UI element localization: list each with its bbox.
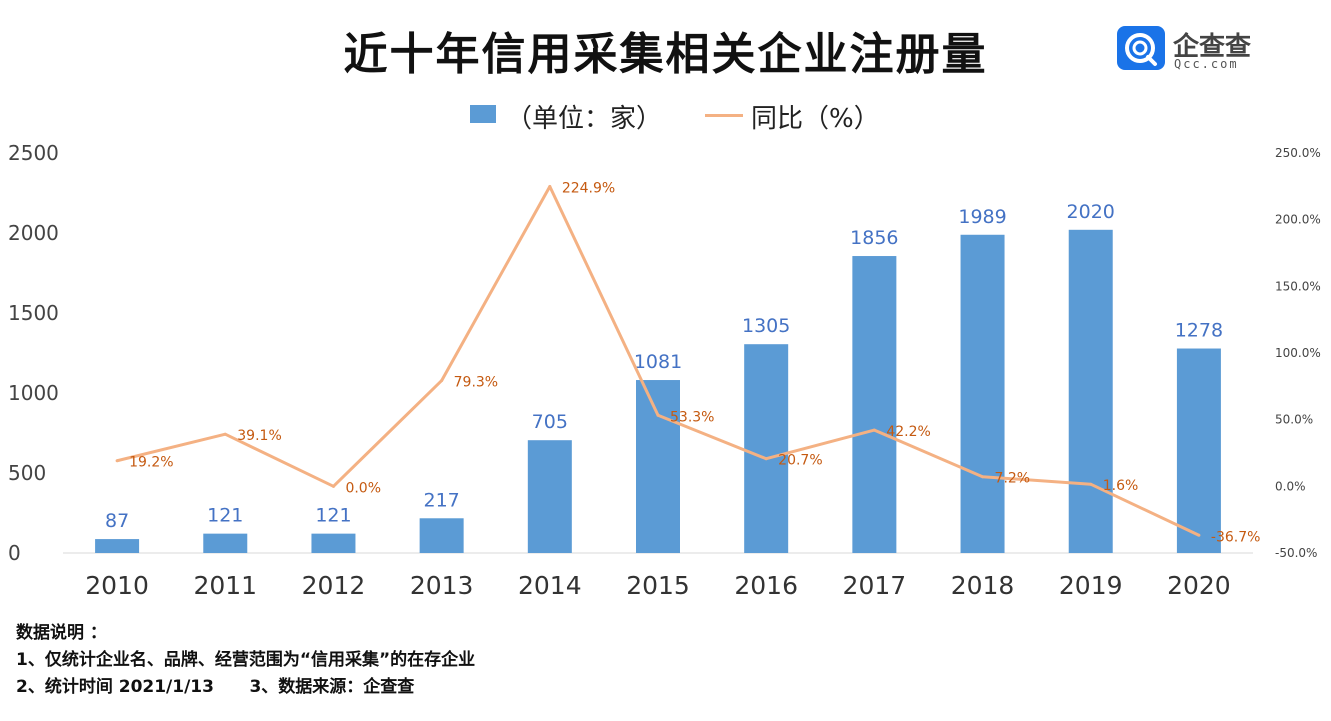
qcc-logo: 企查查 Qcc.com: [1117, 26, 1277, 72]
y-right-tick-label: 250.0%: [1275, 146, 1321, 160]
y-right-tick-label: 50.0%: [1275, 413, 1313, 427]
bar: [203, 533, 248, 553]
y-right-tick-label: -50.0%: [1275, 546, 1317, 560]
x-tick-label: 2018: [951, 571, 1015, 600]
bar-value-label: 87: [105, 510, 129, 532]
bar-value-label: 2020: [1067, 201, 1115, 223]
yoy-point: [331, 484, 335, 488]
data-notes: 数据说明 ： 1、仅统计企业名、品牌、经营范围为“信用采集”的在存企业 2、统计…: [16, 620, 475, 701]
y-left-tick-label: 0: [8, 541, 21, 565]
yoy-point: [981, 475, 985, 479]
yoy-point: [872, 428, 876, 432]
yoy-value-label: 79.3%: [454, 375, 498, 391]
bar: [852, 256, 897, 553]
x-tick-label: 2020: [1167, 571, 1231, 600]
bar-value-label: 217: [424, 489, 460, 511]
x-tick-label: 2013: [410, 571, 474, 600]
qcc-logo-icon: [1117, 26, 1165, 70]
x-tick-label: 2017: [843, 571, 907, 600]
logo-domain: Qcc.com: [1174, 57, 1239, 71]
yoy-point: [1089, 482, 1093, 486]
y-right-tick-label: 200.0%: [1275, 213, 1321, 227]
logo-name: 企查查: [1173, 32, 1252, 62]
x-tick-label: 2015: [626, 571, 690, 600]
bar: [1068, 229, 1113, 554]
yoy-value-label: 20.7%: [778, 453, 822, 469]
bar-value-label: 1081: [634, 351, 682, 373]
notes-line-2: 2、统计时间 2021/1/13 3、数据来源：企查查: [16, 677, 415, 697]
yoy-value-label: -36.7%: [1211, 529, 1261, 545]
bar: [311, 533, 356, 553]
y-left-tick-label: 2500: [8, 141, 59, 165]
yoy-value-label: 1.6%: [1103, 478, 1139, 494]
x-tick-label: 2019: [1059, 571, 1123, 600]
legend-label-line: 同比（%）: [751, 104, 880, 134]
chart-plot: 0 500 1000 1500 2000 2500 -50.0% 0.0% 50.0% 100.0…: [8, 141, 1321, 600]
x-tick-label: 2016: [734, 571, 798, 600]
bar-value-label: 1305: [742, 315, 790, 337]
yoy-point: [440, 379, 444, 383]
x-tick-label: 2010: [85, 571, 149, 600]
y-left-tick-label: 500: [8, 461, 46, 485]
y-right-tick-label: 0.0%: [1275, 479, 1306, 493]
notes-heading: 数据说明 ：: [16, 623, 107, 643]
bar: [419, 518, 464, 553]
x-tick-label: 2014: [518, 571, 582, 600]
yoy-value-label: 0.0%: [345, 480, 381, 496]
bar: [527, 440, 572, 553]
yoy-value-label: 7.2%: [995, 471, 1031, 487]
notes-line-1: 1、仅统计企业名、品牌、经营范围为“信用采集”的在存企业: [16, 650, 476, 670]
yoy-value-label: 42.2%: [886, 424, 930, 440]
bar-value-label: 1989: [958, 206, 1006, 228]
bar-value-label: 121: [315, 505, 351, 527]
bar-value-label: 1278: [1175, 320, 1223, 342]
bar: [744, 344, 789, 553]
y-left-tick-label: 2000: [8, 221, 59, 245]
yoy-value-label: 39.1%: [237, 428, 281, 444]
y-left-tick-label: 1500: [8, 301, 59, 325]
yoy-value-label: 224.9%: [562, 180, 615, 196]
y-left-tick-label: 1000: [8, 381, 59, 405]
legend-label-bar: （单位：家）: [506, 104, 663, 134]
bar: [1176, 348, 1221, 553]
chart-title: 近十年信用采集相关企业注册量: [343, 29, 988, 80]
yoy-value-label: 53.3%: [670, 409, 714, 425]
bar: [960, 234, 1005, 553]
x-tick-label: 2012: [302, 571, 366, 600]
bar: [95, 539, 140, 553]
yoy-point: [1197, 533, 1201, 537]
yoy-point: [223, 432, 227, 436]
x-tick-label: 2011: [193, 571, 257, 600]
yoy-point: [656, 413, 660, 417]
y-right-tick-label: 150.0%: [1275, 279, 1321, 293]
legend-swatch-bar: [470, 105, 496, 123]
bar-value-label: 705: [532, 411, 568, 433]
y-right-tick-label: 100.0%: [1275, 346, 1321, 360]
bar-value-label: 121: [207, 505, 243, 527]
bar-value-label: 1856: [850, 227, 898, 249]
yoy-value-label: 19.2%: [129, 455, 173, 471]
yoy-point: [548, 184, 552, 188]
bar: [636, 380, 680, 553]
yoy-point: [764, 457, 768, 461]
legend-swatch-line: [705, 114, 743, 117]
yoy-point: [115, 459, 119, 463]
